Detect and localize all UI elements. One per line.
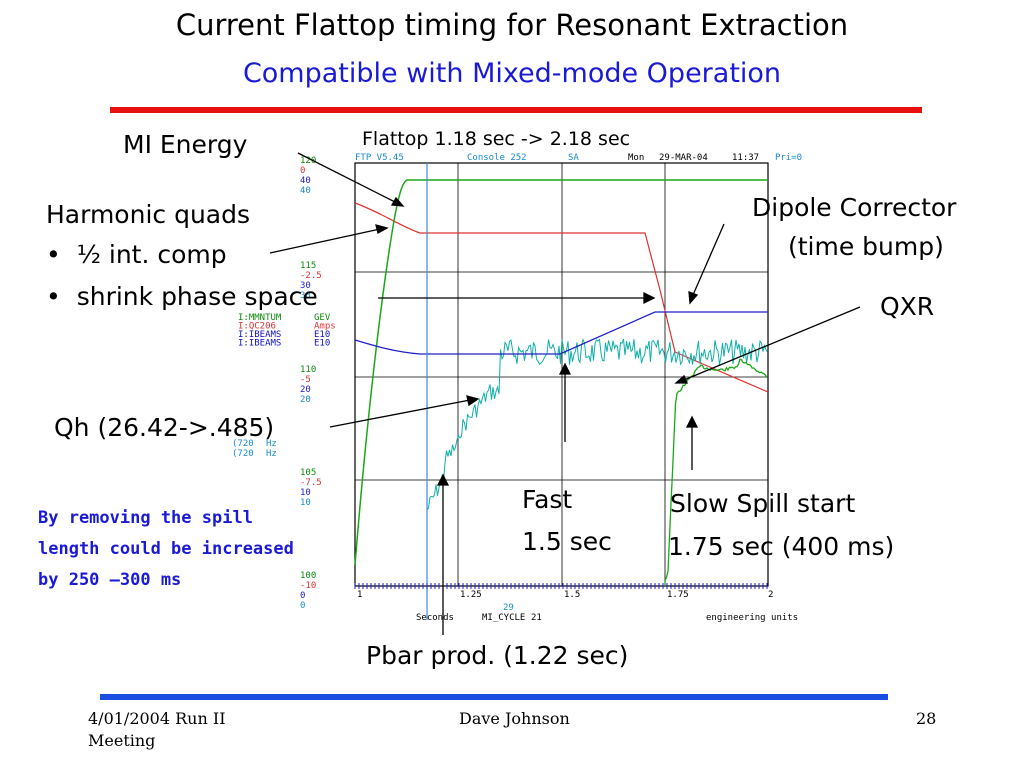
y-axis-labels: 12004040115-2.53030110-52020105-7.510101…: [300, 156, 322, 611]
x-tick-2: 1.25: [460, 590, 482, 600]
label-time-bump: (time bump): [788, 232, 944, 261]
label-fast: Fast: [522, 485, 573, 514]
bullet-int-comp-text: ½ int. comp: [76, 240, 227, 269]
scope-console: Console 252: [467, 153, 527, 163]
hz-value-2: (720: [232, 449, 254, 459]
y-axis-label-2-2: -2.5: [300, 271, 322, 281]
channel-legend: I:MMNTUM GEV I:QC206 Amps I:IBEAMS E10 I:IBEAM…: [238, 313, 336, 349]
blue-note: By removing the spill length could be in…: [38, 503, 294, 596]
label-mi-energy: MI Energy: [123, 130, 248, 159]
x-event-number: 29: [503, 603, 514, 613]
y-axis-label-1-1: 120: [300, 156, 316, 166]
momentum-trace: [354, 179, 768, 566]
scope-time: 11:37: [732, 153, 759, 163]
x-tick-4: 1.75: [667, 590, 689, 600]
footer-divider: [100, 694, 888, 700]
scope-program: FTP V5.45: [355, 153, 404, 163]
footer-date: 4/01/2004 Run II: [88, 709, 226, 728]
bullet-int-comp: • ½ int. comp: [46, 240, 227, 269]
y-axis-label-4-4: 10: [300, 498, 311, 508]
label-fast-time: 1.5 sec: [522, 527, 612, 556]
channel-units-2: Amps: [314, 322, 336, 332]
label-qxr: QXR: [880, 292, 935, 321]
blue-note-line-1: By removing the spill: [38, 508, 253, 528]
bullet-shrink-phase-text: shrink phase space: [76, 282, 318, 311]
channel-units-3: E10: [314, 330, 330, 340]
y-axis-label-4-2: -7.5: [300, 478, 322, 488]
plot-grid: [354, 162, 769, 587]
y-axis-label-3-1: 110: [300, 365, 316, 375]
y-axis-label-1-3: 40: [300, 176, 311, 186]
scope-sa: SA: [568, 153, 579, 163]
y-axis-label-2-1: 115: [300, 261, 316, 271]
x-cycle-value: 21: [531, 613, 542, 623]
quad-current-trace: [354, 202, 769, 393]
x-axis-labels: 1 1.25 1.5 1.75 2 29 Seconds MI_CYCLE 21…: [357, 590, 798, 623]
x-tick-1: 1: [357, 590, 362, 600]
y-axis-label-3-3: 20: [300, 385, 311, 395]
beam-intensity-trace: [354, 311, 768, 355]
x-tick-3: 1.5: [564, 590, 580, 600]
annotation-arrows: [269, 152, 861, 635]
label-pbar-prod: Pbar prod. (1.22 sec): [366, 641, 629, 670]
y-axis-label-2-4: 30: [300, 291, 311, 301]
hz-unit-1: Hz: [266, 439, 277, 449]
label-harmonic-quads: Harmonic quads: [46, 200, 251, 229]
hz-value-1: (720: [232, 439, 254, 449]
x-engineering-units: engineering units: [706, 613, 798, 623]
label-slow-spill: Slow Spill start: [670, 489, 856, 518]
slow-spill-trace: [664, 358, 768, 586]
y-axis-label-5-2: -10: [300, 581, 316, 591]
y-axis-label-1-2: 0: [300, 166, 305, 176]
channel-name-2: I:QC206: [238, 322, 276, 332]
label-qh: Qh (26.42->.485): [54, 413, 275, 442]
slide-title: Current Flattop timing for Resonant Extr…: [175, 8, 849, 42]
y-axis-label-3-2: -5: [300, 375, 311, 385]
footer-page-number: 28: [916, 709, 937, 728]
blue-note-line-3: by 250 –300 ms: [38, 570, 182, 590]
scope-priority: Pri=0: [775, 153, 802, 163]
blue-note-line-2: length could be increased: [38, 539, 294, 559]
footer-meeting: Meeting: [88, 731, 156, 750]
label-dipole-corrector: Dipole Corrector: [752, 193, 957, 222]
y-axis-label-5-4: 0: [300, 601, 305, 611]
label-slow-spill-time: 1.75 sec (400 ms): [668, 532, 895, 561]
x-axis-marks: [354, 583, 768, 589]
y-axis-label-3-4: 20: [300, 395, 311, 405]
x-units-label: Seconds: [416, 613, 454, 623]
bullet-glyph: •: [46, 282, 61, 311]
label-flattop: Flattop 1.18 sec -> 2.18 sec: [362, 128, 631, 150]
hz-unit-2: Hz: [266, 449, 277, 459]
y-axis-label-1-4: 40: [300, 186, 311, 196]
slide-subtitle: Compatible with Mixed-mode Operation: [242, 58, 782, 89]
x-tick-5: 2: [768, 590, 773, 600]
y-axis-label-2-3: 30: [300, 281, 311, 291]
channel-units-4: E10: [314, 339, 330, 349]
channel-name-3: I:IBEAMS: [238, 330, 281, 340]
channel-name-4: I:IBEAMS: [238, 339, 281, 349]
y-axis-label-5-1: 100: [300, 571, 316, 581]
scope-date: 29-MAR-04: [659, 153, 708, 163]
y-axis-label-5-3: 0: [300, 591, 305, 601]
footer-author: Dave Johnson: [459, 709, 570, 728]
hz-labels: (720 Hz (720 Hz: [232, 439, 277, 459]
y-axis-label-4-3: 10: [300, 488, 311, 498]
title-divider: [110, 107, 922, 113]
x-cycle-label: MI_CYCLE: [482, 613, 525, 623]
bullet-glyph: •: [46, 240, 61, 269]
scope-day: Mon: [628, 153, 644, 163]
channel-name-1: I:MMNTUM: [238, 313, 282, 323]
beam-intensity-spill-trace: [426, 338, 768, 511]
bullet-shrink-phase: • shrink phase space: [46, 282, 318, 311]
y-axis-label-4-1: 105: [300, 468, 316, 478]
channel-units-1: GEV: [314, 313, 331, 323]
